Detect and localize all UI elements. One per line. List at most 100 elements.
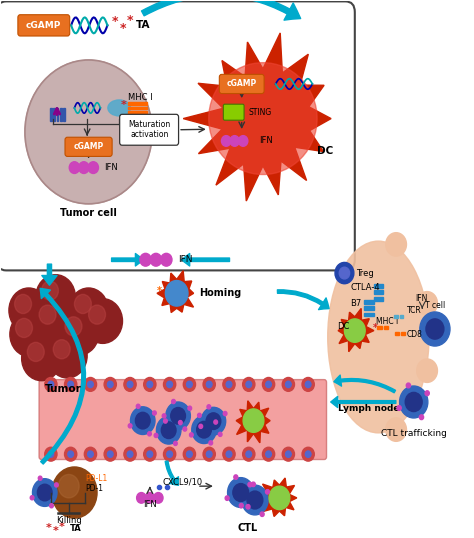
Circle shape xyxy=(79,162,89,173)
FancyArrow shape xyxy=(50,108,52,121)
Ellipse shape xyxy=(108,100,130,116)
Circle shape xyxy=(183,447,196,461)
Circle shape xyxy=(10,312,49,357)
FancyArrow shape xyxy=(364,313,374,316)
Text: PD-L1: PD-L1 xyxy=(85,474,108,483)
Circle shape xyxy=(420,312,450,346)
Text: CXCL9/10: CXCL9/10 xyxy=(163,477,203,486)
Circle shape xyxy=(425,391,429,395)
Circle shape xyxy=(27,342,44,362)
Circle shape xyxy=(223,412,227,416)
Circle shape xyxy=(130,407,155,435)
FancyBboxPatch shape xyxy=(223,104,244,120)
Circle shape xyxy=(221,136,231,146)
Text: *: * xyxy=(121,100,127,110)
Circle shape xyxy=(265,490,269,494)
Circle shape xyxy=(124,378,136,391)
Circle shape xyxy=(243,447,255,461)
Circle shape xyxy=(148,432,151,436)
Circle shape xyxy=(335,263,354,284)
Text: TA: TA xyxy=(70,524,82,533)
Circle shape xyxy=(243,409,264,433)
Circle shape xyxy=(285,451,291,457)
Circle shape xyxy=(223,447,235,461)
Circle shape xyxy=(239,504,243,508)
Circle shape xyxy=(400,386,428,418)
Text: cGAMP: cGAMP xyxy=(73,143,104,151)
FancyArrow shape xyxy=(128,111,147,114)
FancyArrow shape xyxy=(374,291,383,294)
FancyArrow shape xyxy=(364,300,374,303)
Circle shape xyxy=(285,381,291,387)
Circle shape xyxy=(339,267,350,279)
Circle shape xyxy=(305,381,311,387)
Circle shape xyxy=(52,467,97,518)
Circle shape xyxy=(68,451,73,457)
Circle shape xyxy=(104,447,117,461)
FancyArrow shape xyxy=(383,326,388,329)
Circle shape xyxy=(164,447,176,461)
FancyArrowPatch shape xyxy=(111,253,144,266)
FancyArrow shape xyxy=(374,297,383,301)
Circle shape xyxy=(154,493,163,503)
Text: IFN: IFN xyxy=(143,500,157,509)
Circle shape xyxy=(201,407,226,435)
Circle shape xyxy=(397,406,401,410)
FancyArrow shape xyxy=(395,332,399,335)
Circle shape xyxy=(164,419,167,423)
Circle shape xyxy=(48,451,54,457)
Circle shape xyxy=(386,418,407,441)
FancyArrow shape xyxy=(374,284,383,288)
FancyArrowPatch shape xyxy=(42,264,57,285)
Circle shape xyxy=(108,451,113,457)
Circle shape xyxy=(171,407,185,424)
Circle shape xyxy=(243,378,255,391)
Text: Tumor: Tumor xyxy=(45,384,82,394)
FancyArrow shape xyxy=(364,306,374,310)
FancyArrowPatch shape xyxy=(182,253,229,266)
Text: Tumor cell: Tumor cell xyxy=(60,208,117,218)
Circle shape xyxy=(164,378,176,391)
Circle shape xyxy=(302,378,314,391)
FancyArrowPatch shape xyxy=(165,461,179,485)
Circle shape xyxy=(219,432,222,436)
Circle shape xyxy=(206,451,212,457)
Circle shape xyxy=(179,421,182,424)
Circle shape xyxy=(226,451,232,457)
Text: *: * xyxy=(112,15,118,28)
Circle shape xyxy=(36,275,75,320)
Text: *: * xyxy=(126,14,133,27)
Circle shape xyxy=(39,305,56,324)
FancyArrow shape xyxy=(377,326,382,329)
Circle shape xyxy=(154,433,158,437)
Circle shape xyxy=(226,381,232,387)
Text: STING: STING xyxy=(249,108,272,117)
Circle shape xyxy=(68,381,73,387)
Circle shape xyxy=(209,441,213,445)
Circle shape xyxy=(214,420,218,424)
Text: Killing: Killing xyxy=(56,516,82,525)
Circle shape xyxy=(65,317,82,336)
Circle shape xyxy=(22,336,61,381)
Text: Homing: Homing xyxy=(199,288,242,298)
FancyBboxPatch shape xyxy=(65,137,112,157)
Circle shape xyxy=(183,378,196,391)
Circle shape xyxy=(48,381,54,387)
FancyArrowPatch shape xyxy=(277,290,329,309)
Circle shape xyxy=(225,496,229,500)
Circle shape xyxy=(69,288,109,332)
Circle shape xyxy=(172,399,175,404)
Text: cGAMP: cGAMP xyxy=(26,21,62,30)
Circle shape xyxy=(167,451,173,457)
FancyBboxPatch shape xyxy=(219,74,264,94)
Circle shape xyxy=(144,378,156,391)
Ellipse shape xyxy=(209,62,317,174)
Circle shape xyxy=(45,447,57,461)
Circle shape xyxy=(64,447,77,461)
Circle shape xyxy=(127,451,133,457)
Circle shape xyxy=(238,136,248,146)
Circle shape xyxy=(38,476,42,480)
FancyArrow shape xyxy=(56,108,58,121)
Circle shape xyxy=(199,424,202,428)
Circle shape xyxy=(45,378,57,391)
